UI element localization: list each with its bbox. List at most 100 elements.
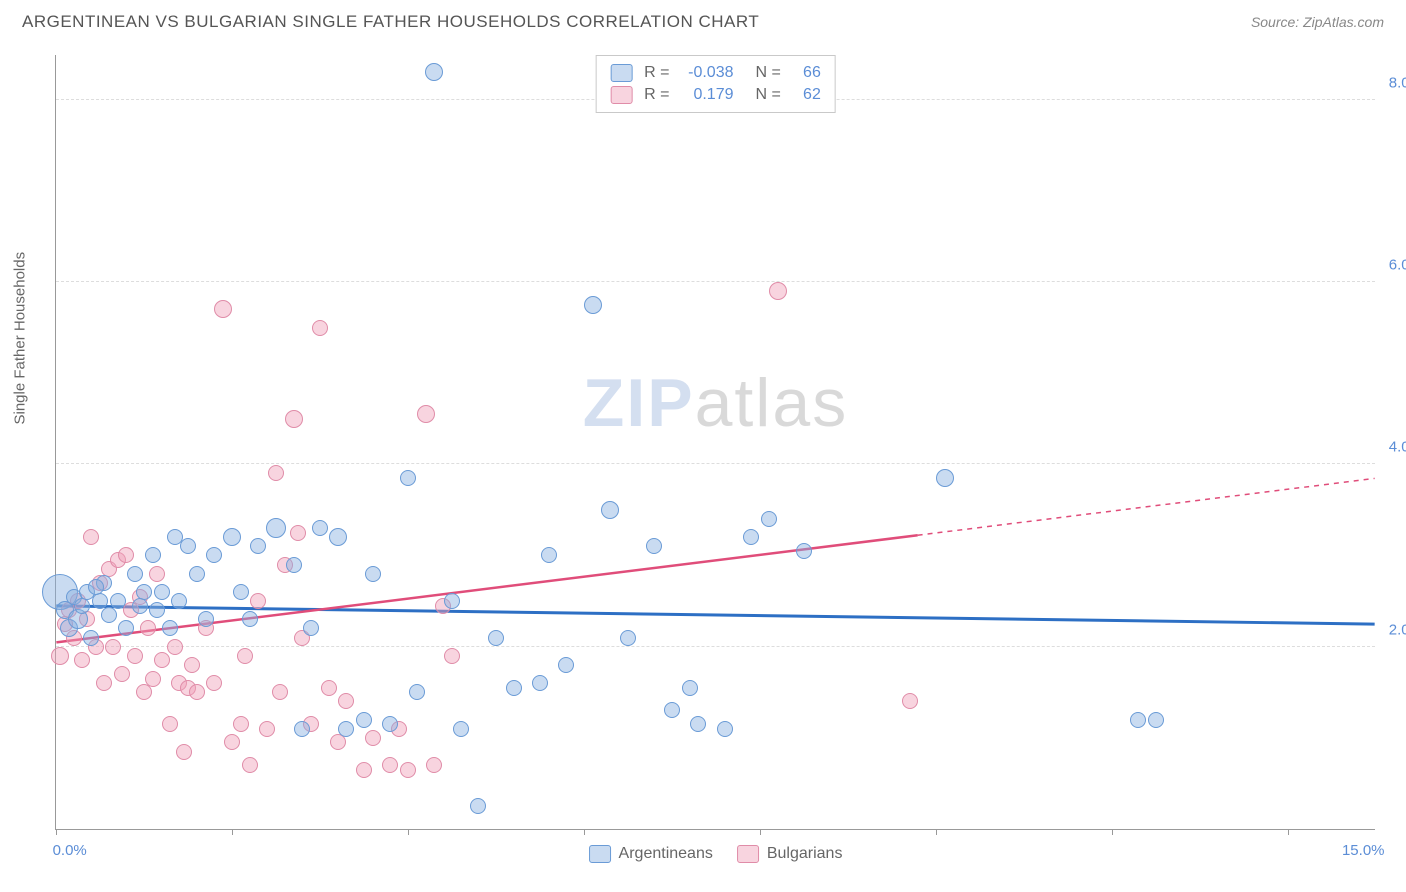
x-tick — [1112, 829, 1113, 835]
data-point — [266, 518, 286, 538]
data-point — [312, 320, 328, 336]
data-point — [242, 611, 258, 627]
data-point — [409, 684, 425, 700]
data-point — [171, 593, 187, 609]
x-tick — [1288, 829, 1289, 835]
data-point — [936, 469, 954, 487]
data-point — [330, 734, 346, 750]
data-point — [223, 528, 241, 546]
x-tick — [232, 829, 233, 835]
data-point — [162, 620, 178, 636]
data-point — [400, 762, 416, 778]
x-tick — [760, 829, 761, 835]
data-point — [233, 716, 249, 732]
data-point — [338, 693, 354, 709]
legend-r-value: -0.038 — [682, 64, 734, 82]
y-axis-label: Single Father Households — [12, 252, 29, 425]
data-point — [145, 671, 161, 687]
legend-n-value: 66 — [793, 64, 821, 82]
x-tick — [56, 829, 57, 835]
data-point — [162, 716, 178, 732]
data-point — [682, 680, 698, 696]
data-point — [259, 721, 275, 737]
regression-lines — [56, 55, 1375, 829]
data-point — [584, 296, 602, 314]
data-point — [541, 547, 557, 563]
data-point — [769, 282, 787, 300]
data-point — [206, 675, 222, 691]
data-point — [470, 798, 486, 814]
data-point — [329, 528, 347, 546]
data-point — [184, 657, 200, 673]
data-point — [105, 639, 121, 655]
legend-r-value: 0.179 — [682, 86, 734, 104]
data-point — [312, 520, 328, 536]
data-point — [154, 652, 170, 668]
data-point — [272, 684, 288, 700]
data-point — [382, 757, 398, 773]
data-point — [444, 648, 460, 664]
data-point — [761, 511, 777, 527]
data-point — [127, 566, 143, 582]
data-point — [506, 680, 522, 696]
legend-swatch — [610, 64, 632, 82]
data-point — [180, 538, 196, 554]
data-point — [321, 680, 337, 696]
data-point — [1148, 712, 1164, 728]
data-point — [558, 657, 574, 673]
data-point — [356, 712, 372, 728]
gridline — [56, 646, 1375, 647]
y-tick-label: 4.0% — [1389, 439, 1406, 456]
data-point — [167, 639, 183, 655]
data-point — [214, 300, 232, 318]
y-tick-label: 8.0% — [1389, 74, 1406, 91]
data-point — [400, 470, 416, 486]
chart-title: ARGENTINEAN VS BULGARIAN SINGLE FATHER H… — [22, 12, 759, 32]
data-point — [88, 579, 104, 595]
x-tick — [584, 829, 585, 835]
data-point — [365, 566, 381, 582]
regression-line-extrapolated — [918, 478, 1375, 535]
watermark-zip: ZIP — [583, 365, 695, 441]
data-point — [285, 410, 303, 428]
legend-row: R = 0.179 N = 62 — [610, 84, 821, 106]
data-point — [149, 566, 165, 582]
data-point — [224, 734, 240, 750]
data-point — [365, 730, 381, 746]
data-point — [189, 566, 205, 582]
x-tick — [936, 829, 937, 835]
data-point — [743, 529, 759, 545]
data-point — [601, 501, 619, 519]
data-point — [167, 529, 183, 545]
data-point — [96, 675, 112, 691]
data-point — [664, 702, 680, 718]
data-point — [356, 762, 372, 778]
data-point — [250, 538, 266, 554]
data-point — [338, 721, 354, 737]
data-point — [74, 652, 90, 668]
series-legend-item: Bulgarians — [737, 845, 843, 863]
x-tick-label: 0.0% — [53, 842, 87, 859]
x-tick-label: 15.0% — [1342, 842, 1385, 859]
data-point — [532, 675, 548, 691]
data-point — [233, 584, 249, 600]
gridline — [56, 281, 1375, 282]
data-point — [303, 620, 319, 636]
data-point — [110, 593, 126, 609]
data-point — [118, 620, 134, 636]
legend-row: R = -0.038 N = 66 — [610, 62, 821, 84]
data-point — [237, 648, 253, 664]
data-point — [488, 630, 504, 646]
legend-n-label: N = — [756, 64, 781, 82]
data-point — [176, 744, 192, 760]
legend-swatch — [610, 86, 632, 104]
data-point — [242, 757, 258, 773]
legend-swatch — [589, 845, 611, 863]
data-point — [206, 547, 222, 563]
data-point — [51, 647, 69, 665]
data-point — [382, 716, 398, 732]
data-point — [690, 716, 706, 732]
gridline — [56, 463, 1375, 464]
x-tick — [408, 829, 409, 835]
y-tick-label: 6.0% — [1389, 256, 1406, 273]
